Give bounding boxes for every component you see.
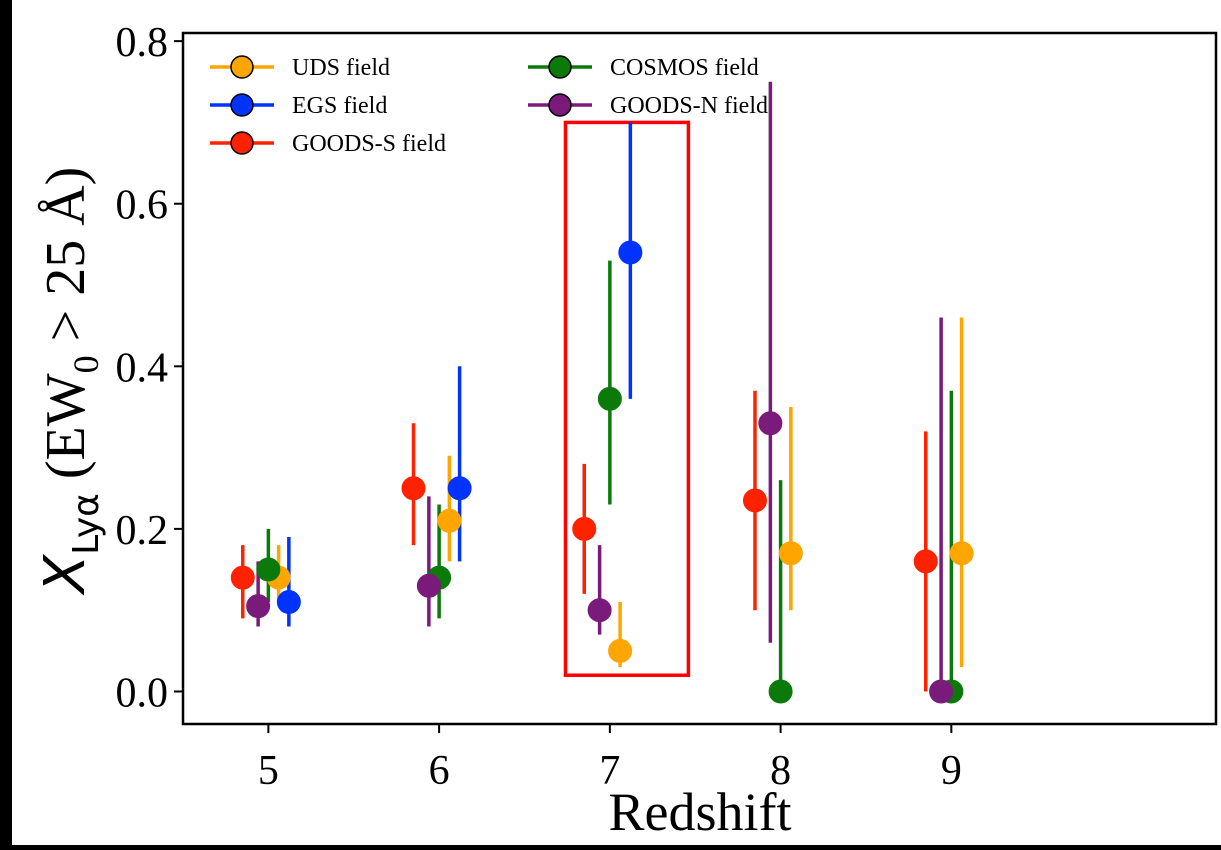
plot-frame xyxy=(181,31,1218,726)
x-tick-label: 6 xyxy=(429,748,450,794)
highlight-box xyxy=(563,120,691,677)
legend-label-cosmos-field: COSMOS field xyxy=(610,55,759,81)
y-tick-label: 0.2 xyxy=(116,508,169,554)
legend-label-uds-field: UDS field xyxy=(292,55,390,81)
y-tick-label: 0.6 xyxy=(116,183,169,229)
legend-label-egs-field: EGS field xyxy=(292,93,387,119)
data-point-goods-s-field-1 xyxy=(401,476,426,501)
data-point-egs-field-1 xyxy=(447,476,472,501)
data-point-uds-field-2 xyxy=(608,638,633,663)
data-point-goods-n-field-2 xyxy=(587,598,612,623)
legend-marker-goods-s-field xyxy=(230,131,254,155)
y-tick-label: 0.0 xyxy=(116,670,169,716)
legend-label-goods-n-field: GOODS-N field xyxy=(610,93,768,119)
data-point-goods-s-field-3 xyxy=(742,488,767,513)
plot-area xyxy=(183,33,1216,724)
data-point-egs-field-0 xyxy=(276,590,301,615)
data-point-goods-n-field-4 xyxy=(929,679,954,704)
y-axis-label: XLyα (EW0 > 25 Å) xyxy=(33,167,107,597)
x-tick-label: 8 xyxy=(770,748,791,794)
data-point-goods-n-field-0 xyxy=(246,594,271,619)
x-tick-label: 5 xyxy=(258,748,279,794)
x-axis-label: Redshift xyxy=(609,782,792,842)
data-point-uds-field-1 xyxy=(437,508,462,533)
data-point-egs-field-2 xyxy=(618,240,643,265)
data-point-uds-field-3 xyxy=(778,541,803,566)
data-point-cosmos-field-2 xyxy=(597,386,622,411)
data-point-goods-n-field-1 xyxy=(416,573,441,598)
y-axis-label-text: XLyα (EW0 > 25 Å) xyxy=(33,167,107,597)
legend-marker-uds-field xyxy=(230,55,254,79)
data-point-goods-s-field-0 xyxy=(230,565,255,590)
legend-marker-goods-n-field xyxy=(548,93,572,117)
data-point-cosmos-field-3 xyxy=(768,679,793,704)
data-point-goods-s-field-4 xyxy=(913,549,938,574)
data-point-goods-n-field-3 xyxy=(758,411,783,436)
data-point-uds-field-4 xyxy=(949,541,974,566)
legend-marker-egs-field xyxy=(230,93,254,117)
y-tick-label: 0.8 xyxy=(116,20,169,66)
x-tick-label: 9 xyxy=(941,748,962,794)
data-point-cosmos-field-0 xyxy=(256,557,281,582)
data-point-goods-s-field-2 xyxy=(572,516,597,541)
legend-label-goods-s-field: GOODS-S field xyxy=(292,131,446,157)
legend-marker-cosmos-field xyxy=(548,55,572,79)
x-tick-label: 7 xyxy=(599,748,620,794)
y-tick-label: 0.4 xyxy=(116,345,169,391)
